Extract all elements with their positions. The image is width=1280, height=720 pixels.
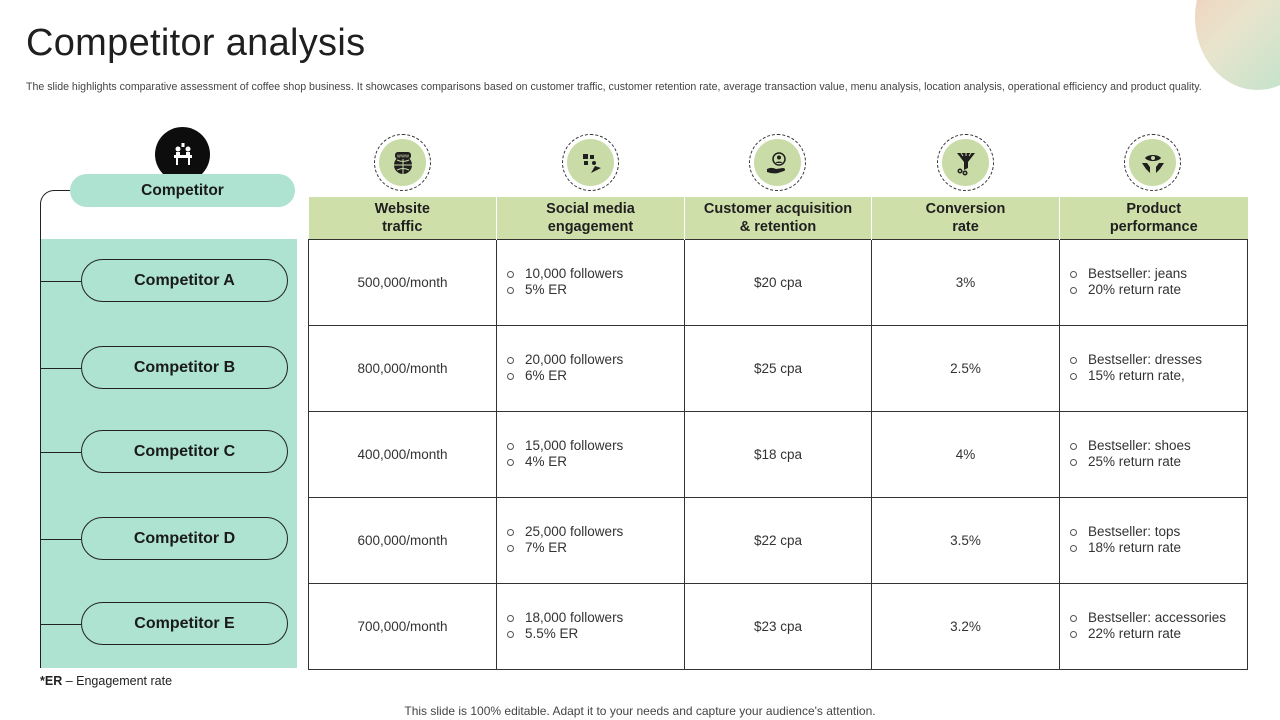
- social-media-icon: [562, 134, 619, 191]
- table-row: 400,000/month 15,000 followers 4% ER $18 …: [308, 410, 1248, 498]
- table-row: 700,000/month 18,000 followers 5.5% ER $2…: [308, 582, 1248, 670]
- cpa-cell: $22 cpa: [684, 496, 872, 584]
- table-row: 800,000/month 20,000 followers 6% ER $25 …: [308, 324, 1248, 412]
- tree-connector-line: [40, 190, 70, 668]
- column-header-social-media: Social media engagement: [496, 197, 685, 239]
- conversion-cell: 4%: [871, 410, 1060, 498]
- column-header-customer-acquisition: Customer acquisition & retention: [684, 197, 872, 239]
- footnote: *ER – Engagement rate: [40, 674, 172, 688]
- tree-branch: [41, 281, 81, 282]
- conversion-cell: 3%: [871, 238, 1060, 326]
- footnote-text: – Engagement rate: [62, 674, 173, 688]
- table-header-row: Website traffic Social media engagement Cu…: [308, 197, 1248, 239]
- competitor-e-label: Competitor E: [81, 602, 288, 645]
- competitor-a-label: Competitor A: [81, 259, 288, 302]
- table-row: 600,000/month 25,000 followers 7% ER $22 …: [308, 496, 1248, 584]
- competitor-c-label: Competitor C: [81, 430, 288, 473]
- conversion-cell: 3.5%: [871, 496, 1060, 584]
- traffic-cell: 500,000/month: [308, 238, 497, 326]
- tree-branch: [41, 539, 81, 540]
- decorative-corner-shape: [1195, 0, 1280, 90]
- traffic-cell: 600,000/month: [308, 496, 497, 584]
- competitor-header: Competitor: [70, 174, 295, 207]
- traffic-cell: 700,000/month: [308, 582, 497, 670]
- cpa-cell: $20 cpa: [684, 238, 872, 326]
- column-header-product-performance: Product performance: [1059, 197, 1248, 239]
- svg-text:www: www: [396, 153, 408, 159]
- conversion-cell: 3.2%: [871, 582, 1060, 670]
- tree-branch: [41, 624, 81, 625]
- product-eye-icon: [1124, 134, 1181, 191]
- table-row: 500,000/month 10,000 followers 5% ER $20 …: [308, 238, 1248, 326]
- column-header-website-traffic: Website traffic: [308, 197, 497, 239]
- comparison-table: Website traffic Social media engagement Cu…: [308, 197, 1248, 670]
- footnote-abbreviation: *ER: [40, 674, 63, 688]
- cpa-cell: $25 cpa: [684, 324, 872, 412]
- footer-note: This slide is 100% editable. Adapt it to…: [404, 704, 876, 718]
- column-header-conversion-rate: Conversion rate: [871, 197, 1060, 239]
- social-cell: 15,000 followers 4% ER: [496, 410, 685, 498]
- page-title: Competitor analysis: [26, 22, 366, 64]
- social-cell: 20,000 followers 6% ER: [496, 324, 685, 412]
- page-subtitle: The slide highlights comparative assessm…: [26, 81, 1202, 93]
- funnel-icon: [937, 134, 994, 191]
- tree-branch: [41, 368, 81, 369]
- social-cell: 10,000 followers 5% ER: [496, 238, 685, 326]
- tree-branch: [41, 452, 81, 453]
- competitor-b-label: Competitor B: [81, 346, 288, 389]
- product-cell: Bestseller: accessories 22% return rate: [1059, 582, 1248, 670]
- traffic-cell: 800,000/month: [308, 324, 497, 412]
- social-cell: 25,000 followers 7% ER: [496, 496, 685, 584]
- product-cell: Bestseller: jeans 20% return rate: [1059, 238, 1248, 326]
- product-cell: Bestseller: dresses 15% return rate,: [1059, 324, 1248, 412]
- cpa-cell: $18 cpa: [684, 410, 872, 498]
- product-cell: Bestseller: tops 18% return rate: [1059, 496, 1248, 584]
- website-globe-icon: www: [374, 134, 431, 191]
- traffic-cell: 400,000/month: [308, 410, 497, 498]
- conversion-cell: 2.5%: [871, 324, 1060, 412]
- product-cell: Bestseller: shoes 25% return rate: [1059, 410, 1248, 498]
- competitor-meeting-icon: [155, 127, 210, 182]
- social-cell: 18,000 followers 5.5% ER: [496, 582, 685, 670]
- customer-hand-icon: [749, 134, 806, 191]
- cpa-cell: $23 cpa: [684, 582, 872, 670]
- competitor-d-label: Competitor D: [81, 517, 288, 560]
